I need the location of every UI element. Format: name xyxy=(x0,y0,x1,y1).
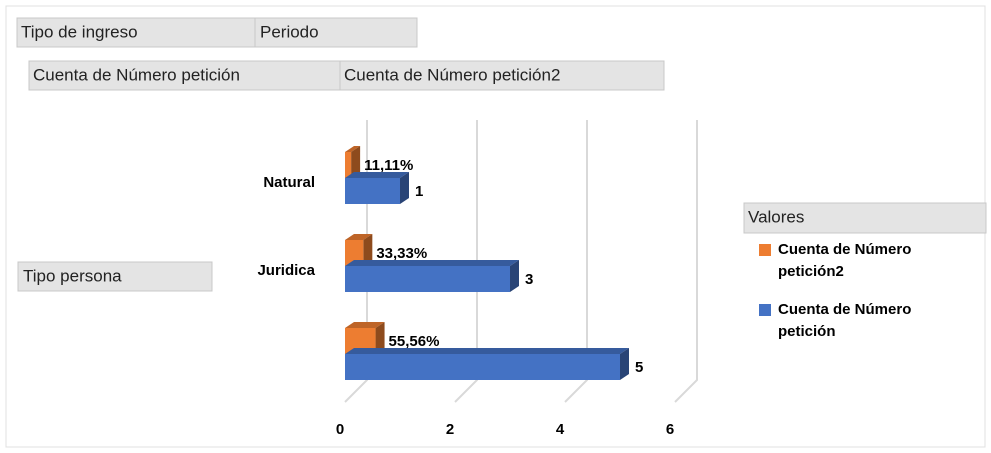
legend-swatch xyxy=(759,304,771,316)
bar-top xyxy=(345,322,385,328)
legend-label: Cuenta de Número petición xyxy=(778,301,911,340)
bar-side xyxy=(375,322,385,354)
data-label: 5 xyxy=(635,359,643,376)
field-button[interactable] xyxy=(16,17,256,48)
bar-top xyxy=(345,172,409,178)
bar-side xyxy=(351,146,361,178)
bar xyxy=(345,172,409,204)
field-label: Tipo persona xyxy=(23,266,122,285)
legend-line: Cuenta de Número xyxy=(778,301,911,318)
field-label: Cuenta de Número petición xyxy=(33,65,240,84)
bar-front xyxy=(345,178,400,204)
data-label: 11,11% xyxy=(364,157,413,174)
y-tick-label: Natural xyxy=(263,174,315,191)
field-label: Tipo de ingreso xyxy=(21,22,138,41)
bar-side xyxy=(620,348,629,380)
legend-swatch xyxy=(759,244,771,256)
field-label: Periodo xyxy=(260,22,319,41)
legend-title-button[interactable] xyxy=(743,202,987,234)
bar-top xyxy=(345,234,373,240)
x-tick-label: 6 xyxy=(666,421,674,438)
legend-label: Cuenta de Número petición2 xyxy=(778,241,911,280)
data-label: 3 xyxy=(525,271,533,288)
bar-side xyxy=(510,260,519,292)
field-button[interactable] xyxy=(17,261,213,292)
bar-front xyxy=(345,152,352,178)
bar-front xyxy=(345,266,510,292)
field-button[interactable] xyxy=(339,60,665,91)
legend-line: Cuenta de Número xyxy=(778,241,911,258)
bar-top xyxy=(345,146,361,152)
bar-side xyxy=(363,234,373,266)
bar-side xyxy=(400,172,409,204)
bar-top xyxy=(345,260,519,266)
x-tick-label: 4 xyxy=(556,421,565,438)
bar xyxy=(345,234,373,266)
bar xyxy=(345,146,361,178)
grid-line xyxy=(674,120,698,403)
legend-line: petición2 xyxy=(778,263,844,280)
data-label: 33,33% xyxy=(376,245,427,262)
x-tick-label: 2 xyxy=(446,421,454,438)
legend-line: petición xyxy=(778,323,836,340)
data-label: 1 xyxy=(415,183,423,200)
bar-front xyxy=(345,240,364,266)
field-button[interactable] xyxy=(254,17,418,48)
legend-title: Valores xyxy=(748,207,804,226)
y-tick-label: Juridica xyxy=(257,262,315,279)
bar-top xyxy=(345,348,629,354)
data-label: 55,56% xyxy=(389,333,440,350)
bar xyxy=(345,260,519,292)
bar xyxy=(345,348,629,380)
field-label: Cuenta de Número petición2 xyxy=(344,65,560,84)
x-tick-label: 0 xyxy=(336,421,344,438)
bar-front xyxy=(345,354,620,380)
